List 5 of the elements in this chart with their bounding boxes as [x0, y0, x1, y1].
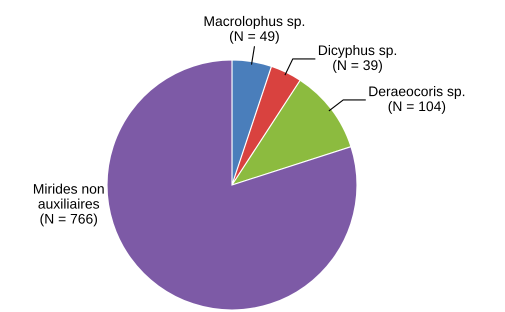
slice-label: Deraeocoris sp. (N = 104) [369, 86, 464, 114]
slice-label: Mirides non auxiliaires (N = 766) [34, 184, 104, 226]
pie-slice [106, 59, 358, 311]
slice-label: Dicyphus sp. (N = 39) [318, 44, 396, 73]
slice-label: Macrolophus sp. (N = 49) [204, 16, 304, 44]
